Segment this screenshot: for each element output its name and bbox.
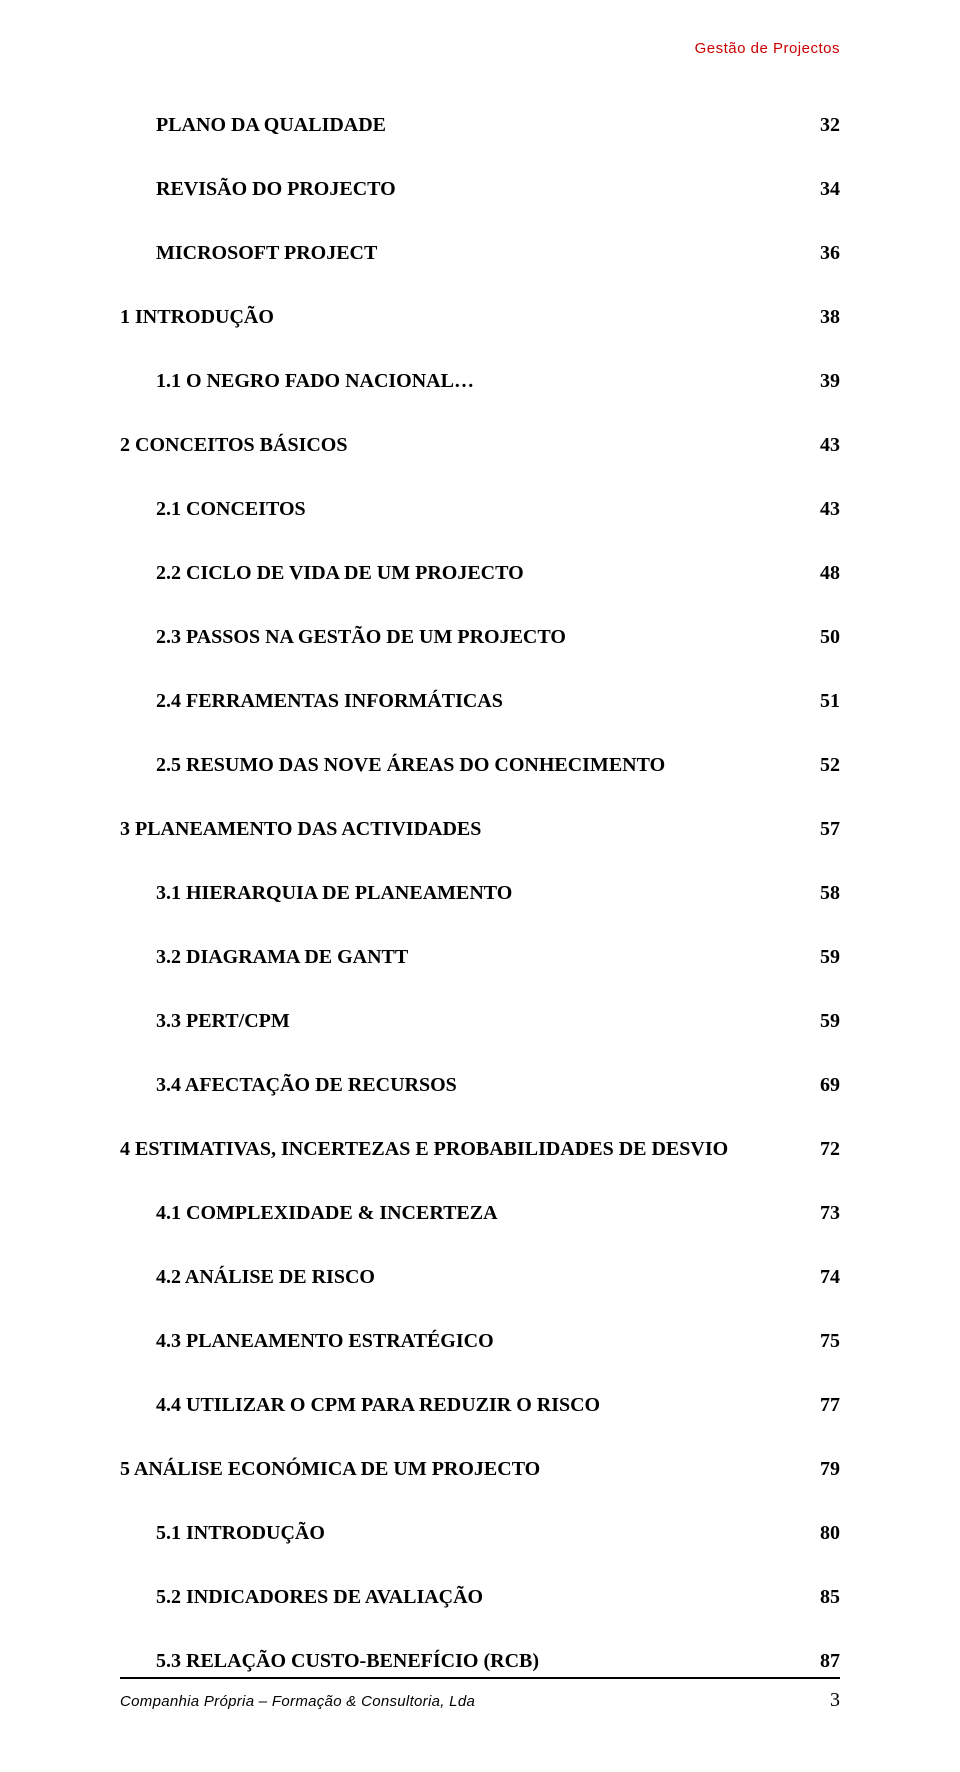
toc-page: 85 [820, 1584, 840, 1610]
toc-row: 2.4 FERRAMENTAS INFORMÁTICAS 51 [120, 688, 840, 714]
toc-label: 2.1 CONCEITOS [156, 496, 306, 522]
toc-page: 36 [820, 240, 840, 266]
footer-page-number: 3 [830, 1689, 840, 1712]
toc-row: REVISÃO DO PROJECTO 34 [120, 176, 840, 202]
table-of-contents: PLANO DA QUALIDADE 32 REVISÃO DO PROJECTO 3… [120, 112, 840, 1674]
toc-page: 59 [820, 944, 840, 970]
toc-page: 52 [820, 752, 840, 778]
toc-page: 77 [820, 1392, 840, 1418]
toc-label: 5.2 INDICADORES DE AVALIAÇÃO [156, 1584, 483, 1610]
footer-company: Companhia Própria – Formação & Consultor… [120, 1693, 475, 1710]
toc-row: 3.4 AFECTAÇÃO DE RECURSOS 69 [120, 1072, 840, 1098]
toc-page: 79 [820, 1456, 840, 1482]
toc-row: 4.2 ANÁLISE DE RISCO 74 [120, 1264, 840, 1290]
toc-page: 80 [820, 1520, 840, 1546]
toc-label: 3.4 AFECTAÇÃO DE RECURSOS [156, 1072, 457, 1098]
toc-page: 58 [820, 880, 840, 906]
toc-page: 75 [820, 1328, 840, 1354]
toc-row: 3.2 DIAGRAMA DE GANTT 59 [120, 944, 840, 970]
page-header: Gestão de Projectos [120, 40, 840, 57]
toc-row: 2.3 PASSOS NA GESTÃO DE UM PROJECTO 50 [120, 624, 840, 650]
toc-row: 2.2 CICLO DE VIDA DE UM PROJECTO 48 [120, 560, 840, 586]
toc-label: 4.2 ANÁLISE DE RISCO [156, 1264, 375, 1290]
toc-page: 87 [820, 1648, 840, 1674]
toc-row: 4.1 COMPLEXIDADE & INCERTEZA 73 [120, 1200, 840, 1226]
toc-row: 4.4 UTILIZAR O CPM PARA REDUZIR O RISCO 7… [120, 1392, 840, 1418]
toc-page: 43 [820, 496, 840, 522]
toc-label: 3 PLANEAMENTO DAS ACTIVIDADES [120, 816, 481, 842]
toc-page: 43 [820, 432, 840, 458]
toc-label: 4.3 PLANEAMENTO ESTRATÉGICO [156, 1328, 494, 1354]
toc-row: 5.2 INDICADORES DE AVALIAÇÃO 85 [120, 1584, 840, 1610]
toc-page: 57 [820, 816, 840, 842]
toc-page: 50 [820, 624, 840, 650]
toc-page: 72 [820, 1136, 840, 1162]
toc-label: 4 ESTIMATIVAS, INCERTEZAS E PROBABILIDAD… [120, 1136, 728, 1162]
toc-page: 73 [820, 1200, 840, 1226]
toc-page: 39 [820, 368, 840, 394]
footer-row: Companhia Própria – Formação & Consultor… [120, 1679, 840, 1712]
toc-label: 4.4 UTILIZAR O CPM PARA REDUZIR O RISCO [156, 1392, 600, 1418]
toc-label: 1.1 O NEGRO FADO NACIONAL… [156, 368, 474, 394]
toc-row: 4 ESTIMATIVAS, INCERTEZAS E PROBABILIDAD… [120, 1136, 840, 1162]
toc-row: 5 ANÁLISE ECONÓMICA DE UM PROJECTO 79 [120, 1456, 840, 1482]
toc-row: 5.3 RELAÇÃO CUSTO-BENEFÍCIO (RCB) 87 [120, 1648, 840, 1674]
toc-row: 3.1 HIERARQUIA DE PLANEAMENTO 58 [120, 880, 840, 906]
toc-page: 74 [820, 1264, 840, 1290]
toc-label: 5.1 INTRODUÇÃO [156, 1520, 325, 1546]
toc-page: 34 [820, 176, 840, 202]
toc-page: 32 [820, 112, 840, 138]
toc-row: 3 PLANEAMENTO DAS ACTIVIDADES 57 [120, 816, 840, 842]
toc-label: 5.3 RELAÇÃO CUSTO-BENEFÍCIO (RCB) [156, 1648, 539, 1674]
toc-label: 2.2 CICLO DE VIDA DE UM PROJECTO [156, 560, 524, 586]
toc-page: 38 [820, 304, 840, 330]
toc-label: 3.1 HIERARQUIA DE PLANEAMENTO [156, 880, 512, 906]
toc-page: 48 [820, 560, 840, 586]
toc-row: 5.1 INTRODUÇÃO 80 [120, 1520, 840, 1546]
toc-label: 2.4 FERRAMENTAS INFORMÁTICAS [156, 688, 503, 714]
toc-label: 4.1 COMPLEXIDADE & INCERTEZA [156, 1200, 498, 1226]
toc-label: 2 CONCEITOS BÁSICOS [120, 432, 347, 458]
toc-page: 69 [820, 1072, 840, 1098]
toc-row: 2.1 CONCEITOS 43 [120, 496, 840, 522]
toc-label: PLANO DA QUALIDADE [156, 112, 386, 138]
toc-page: 59 [820, 1008, 840, 1034]
toc-label: MICROSOFT PROJECT [156, 240, 377, 266]
toc-row: 2.5 RESUMO DAS NOVE ÁREAS DO CONHECIMENT… [120, 752, 840, 778]
toc-label: 5 ANÁLISE ECONÓMICA DE UM PROJECTO [120, 1456, 540, 1482]
toc-page: 51 [820, 688, 840, 714]
document-page: Gestão de Projectos PLANO DA QUALIDADE32… [0, 0, 960, 1772]
toc-label: 3.3 PERT/CPM [156, 1008, 290, 1034]
toc-label: 1 INTRODUÇÃO [120, 304, 274, 330]
toc-row: 3.3 PERT/CPM 59 [120, 1008, 840, 1034]
toc-row: 1.1 O NEGRO FADO NACIONAL… 39 [120, 368, 840, 394]
page-footer: Companhia Própria – Formação & Consultor… [120, 1677, 840, 1712]
toc-label: REVISÃO DO PROJECTO [156, 176, 396, 202]
toc-row: PLANO DA QUALIDADE 32 [120, 112, 840, 138]
toc-row: MICROSOFT PROJECT 36 [120, 240, 840, 266]
toc-label: 2.5 RESUMO DAS NOVE ÁREAS DO CONHECIMENT… [156, 752, 665, 778]
toc-row: 1 INTRODUÇÃO 38 [120, 304, 840, 330]
toc-label: 3.2 DIAGRAMA DE GANTT [156, 944, 408, 970]
toc-row: 4.3 PLANEAMENTO ESTRATÉGICO 75 [120, 1328, 840, 1354]
toc-row: 2 CONCEITOS BÁSICOS 43 [120, 432, 840, 458]
header-title: Gestão de Projectos [695, 40, 840, 57]
toc-label: 2.3 PASSOS NA GESTÃO DE UM PROJECTO [156, 624, 566, 650]
